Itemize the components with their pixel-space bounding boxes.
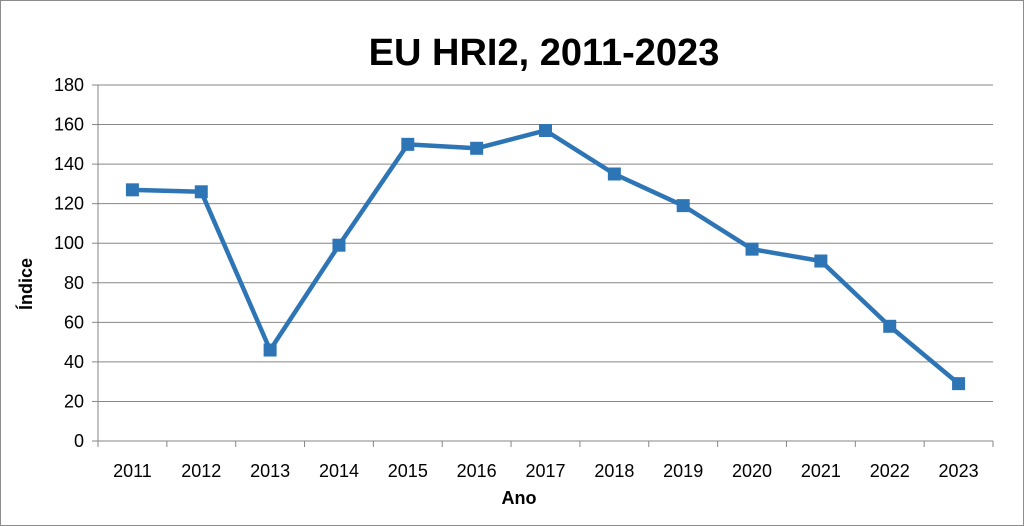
x-axis-label: Ano [502,488,537,508]
data-point-marker [263,343,277,357]
data-point-marker [952,377,966,391]
data-point-marker [814,254,828,268]
y-tick-labels: 0 20 40 60 80 100 120 140 160 180 [54,75,84,451]
x-tick-label: 2019 [663,461,703,481]
data-point-marker [745,242,759,256]
y-tick-label: 140 [54,154,84,174]
x-tick-label: 2022 [870,461,910,481]
gridlines [98,84,993,402]
data-point-marker [676,199,690,213]
x-tick-label: 2011 [113,461,152,481]
data-point-marker [607,167,621,181]
x-tick-label: 2023 [939,461,979,481]
x-tick-label: 2015 [388,461,428,481]
y-axis-label: Índice [15,258,36,310]
x-tick-labels: 2011 2012 2013 2014 2015 2016 2017 2018 2019 2020… [113,461,979,481]
y-tick-label: 0 [74,431,84,451]
data-point-marker [194,185,208,199]
chart-title: EU HRI2, 2011-2023 [369,32,720,74]
data-point-marker [883,319,897,333]
x-tick-label: 2020 [732,461,772,481]
y-tick-label: 180 [54,75,84,95]
x-tick-label: 2016 [457,461,497,481]
x-tick-label: 2013 [250,461,290,481]
axes [92,84,994,447]
data-point-marker [125,183,139,197]
y-tick-label: 160 [54,115,84,135]
y-tick-label: 120 [54,194,84,214]
data-point-marker [470,141,484,155]
data-point-marker [332,238,346,252]
data-point-marker [539,123,552,137]
y-tick-label: 60 [64,312,84,332]
x-tick-label: 2017 [525,461,565,481]
y-tick-label: 100 [54,233,84,253]
x-tick-label: 2012 [181,461,221,481]
x-tick-label: 2021 [801,461,841,481]
y-tick-label: 20 [64,391,84,411]
y-tick-label: 80 [64,273,84,293]
series-line [132,128,961,386]
y-tick-label: 40 [64,352,84,372]
series-layer [125,123,966,391]
x-tick-label: 2018 [594,461,634,481]
x-tick-label: 2014 [319,461,359,481]
data-point-marker [401,137,415,151]
